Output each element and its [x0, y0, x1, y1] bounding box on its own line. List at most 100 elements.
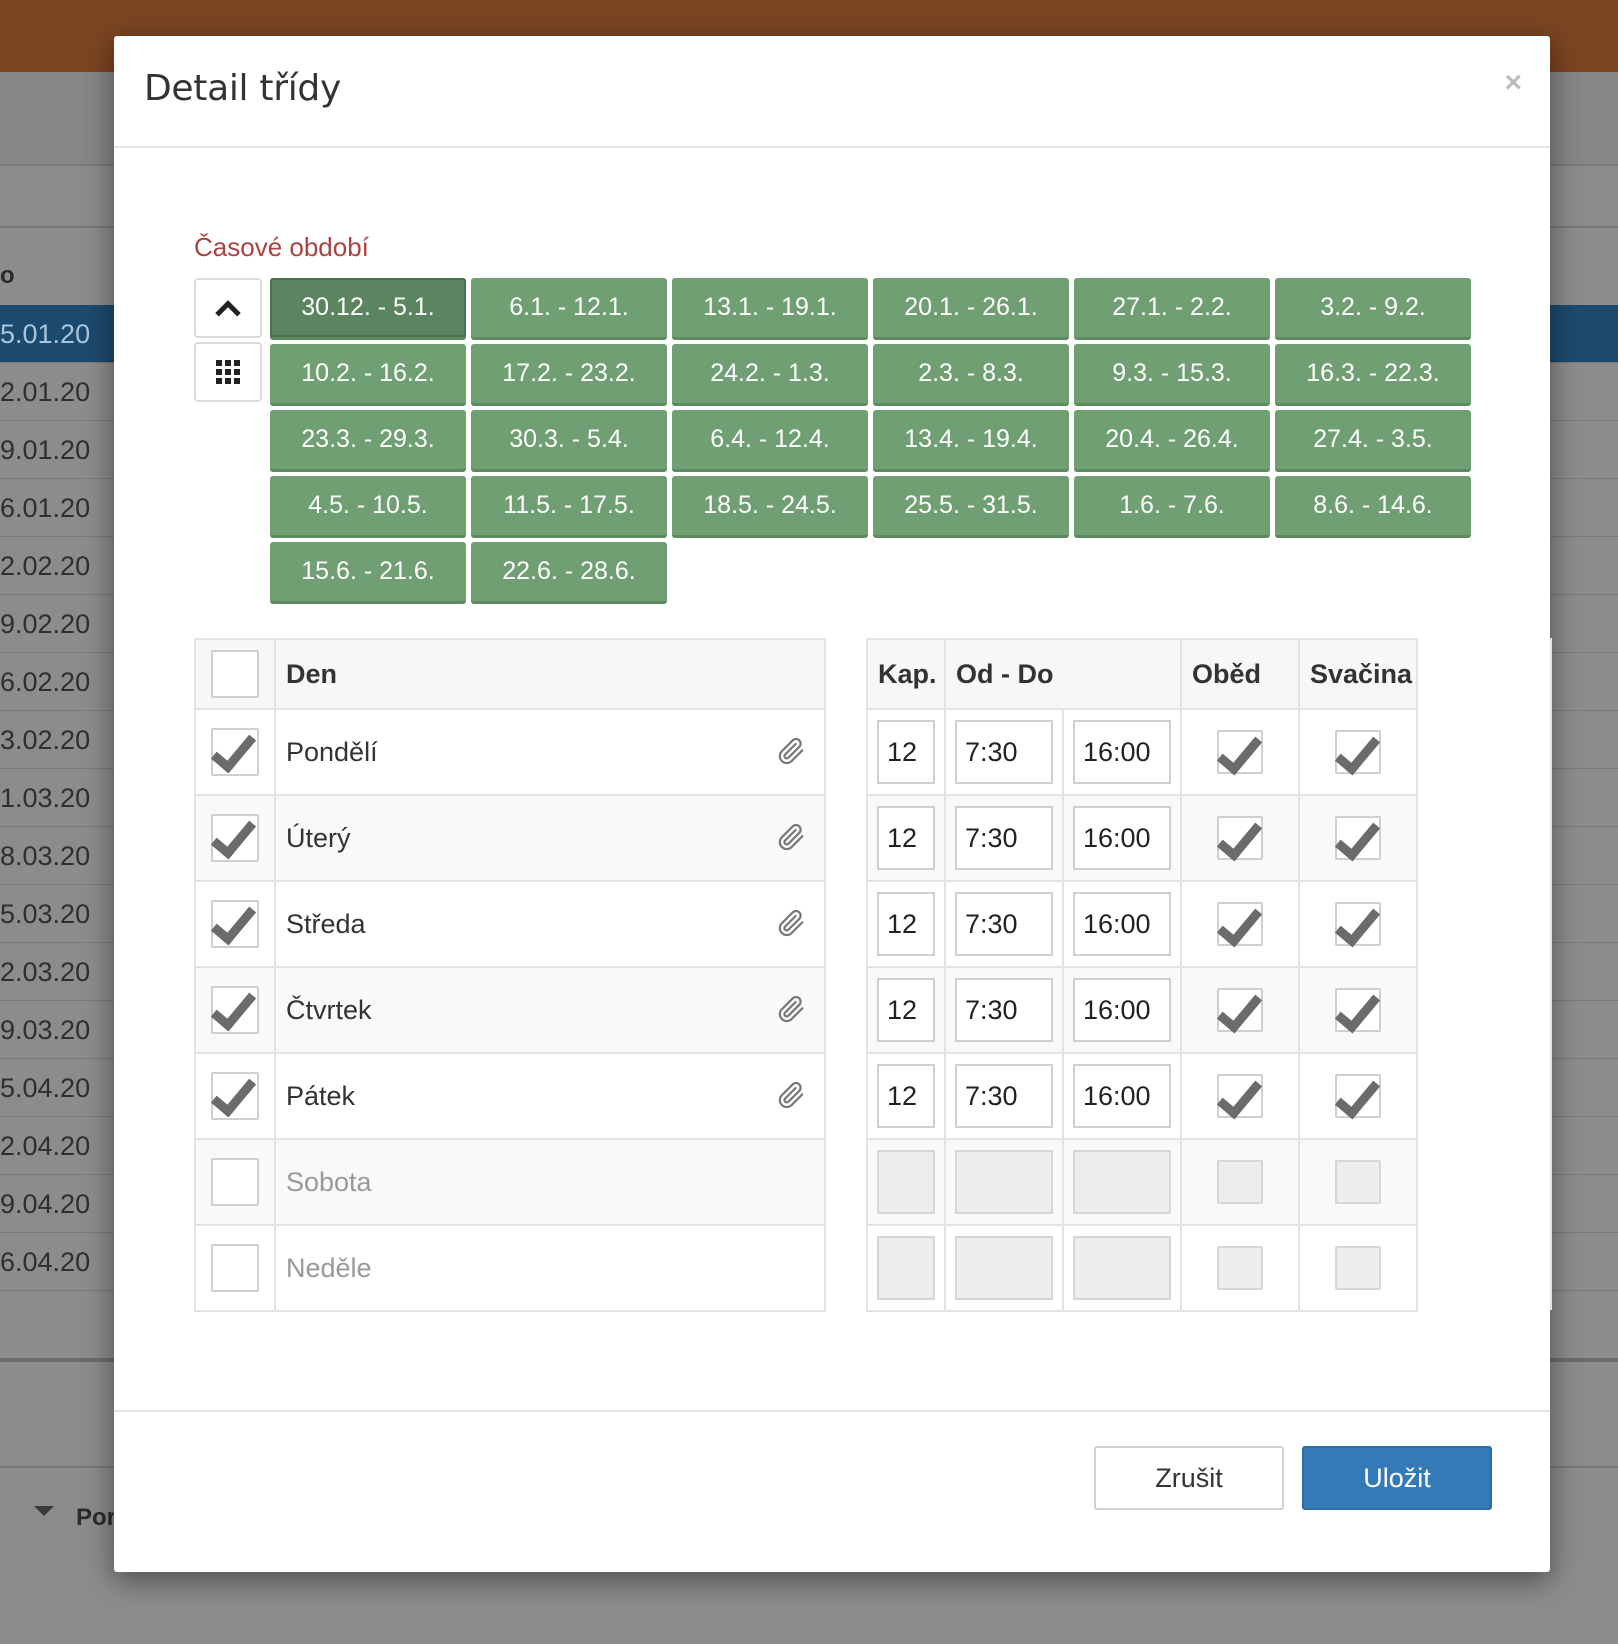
time-range-header: Od - Do: [944, 638, 1182, 710]
schedule-scroll-edge: [1550, 638, 1552, 1310]
day-checkbox[interactable]: [211, 728, 259, 776]
modal-header: Detail třídy ×: [114, 36, 1550, 148]
snack-checkbox[interactable]: [1335, 988, 1381, 1032]
week-selector: 30.12. - 5.1. 6.1. - 12.1. 13.1. - 19.1. 20…: [270, 278, 1472, 604]
capacity-header: Kap.: [866, 638, 946, 710]
lunch-checkbox[interactable]: [1217, 1160, 1263, 1204]
capacity-input[interactable]: 12: [877, 1064, 935, 1128]
day-row: Pondělí: [194, 708, 826, 796]
time-to-input[interactable]: 16:00: [1073, 806, 1171, 870]
cancel-button[interactable]: Zrušit: [1094, 1446, 1284, 1510]
week-button[interactable]: 18.5. - 24.5.: [672, 476, 868, 538]
day-name: Čtvrtek: [286, 994, 372, 1025]
week-button[interactable]: 6.4. - 12.4.: [672, 410, 868, 472]
day-checkbox[interactable]: [211, 1158, 259, 1206]
day-column-header: Den: [274, 638, 826, 710]
week-button[interactable]: 16.3. - 22.3.: [1275, 344, 1471, 406]
schedule-row: 12 7:30 16:00: [866, 880, 1418, 968]
week-button[interactable]: 27.4. - 3.5.: [1275, 410, 1471, 472]
day-row: Čtvrtek: [194, 966, 826, 1054]
paperclip-icon[interactable]: [776, 908, 806, 938]
snack-checkbox[interactable]: [1335, 816, 1381, 860]
paperclip-icon[interactable]: [776, 1080, 806, 1110]
week-button[interactable]: 6.1. - 12.1.: [471, 278, 667, 340]
day-row: Neděle: [194, 1224, 826, 1312]
snack-checkbox[interactable]: [1335, 1246, 1381, 1290]
day-name: Úterý: [286, 822, 351, 853]
time-from-input[interactable]: [955, 1150, 1053, 1214]
lunch-checkbox[interactable]: [1217, 1246, 1263, 1290]
select-all-days-checkbox[interactable]: [211, 650, 259, 698]
day-checkbox[interactable]: [211, 900, 259, 948]
time-to-input[interactable]: [1073, 1236, 1171, 1300]
save-button[interactable]: Uložit: [1302, 1446, 1492, 1510]
lunch-checkbox[interactable]: [1217, 902, 1263, 946]
week-button[interactable]: 11.5. - 17.5.: [471, 476, 667, 538]
week-button[interactable]: 8.6. - 14.6.: [1275, 476, 1471, 538]
time-to-input[interactable]: 16:00: [1073, 978, 1171, 1042]
week-button[interactable]: 1.6. - 7.6.: [1074, 476, 1270, 538]
close-icon[interactable]: ×: [1504, 66, 1522, 99]
paperclip-icon[interactable]: [776, 822, 806, 852]
week-button[interactable]: 17.2. - 23.2.: [471, 344, 667, 406]
time-from-input[interactable]: 7:30: [955, 720, 1053, 784]
time-to-input[interactable]: 16:00: [1073, 1064, 1171, 1128]
capacity-input[interactable]: 12: [877, 720, 935, 784]
day-checkbox[interactable]: [211, 1072, 259, 1120]
capacity-input[interactable]: 12: [877, 978, 935, 1042]
modal-title: Detail třídy: [144, 68, 341, 109]
lunch-checkbox[interactable]: [1217, 988, 1263, 1032]
time-from-input[interactable]: 7:30: [955, 806, 1053, 870]
collapse-weeks-button[interactable]: [194, 278, 262, 338]
week-button[interactable]: 22.6. - 28.6.: [471, 542, 667, 604]
week-button[interactable]: 2.3. - 8.3.: [873, 344, 1069, 406]
week-button[interactable]: 13.4. - 19.4.: [873, 410, 1069, 472]
snack-checkbox[interactable]: [1335, 730, 1381, 774]
paperclip-icon[interactable]: [776, 994, 806, 1024]
capacity-input[interactable]: 12: [877, 892, 935, 956]
week-button[interactable]: 3.2. - 9.2.: [1275, 278, 1471, 340]
show-all-weeks-button[interactable]: [194, 342, 262, 402]
time-from-input[interactable]: 7:30: [955, 1064, 1053, 1128]
days-table-header: Den: [194, 638, 826, 710]
week-button[interactable]: 27.1. - 2.2.: [1074, 278, 1270, 340]
days-table: Den Pondělí Úterý Středa Čtvrtek Pátek Sobota…: [194, 638, 826, 1312]
lunch-checkbox[interactable]: [1217, 1074, 1263, 1118]
time-from-input[interactable]: 7:30: [955, 978, 1053, 1042]
week-button[interactable]: 10.2. - 16.2.: [270, 344, 466, 406]
day-name: Pondělí: [286, 736, 378, 767]
chevron-up-icon: [215, 300, 241, 326]
lunch-checkbox[interactable]: [1217, 816, 1263, 860]
week-button[interactable]: 15.6. - 21.6.: [270, 542, 466, 604]
schedule-row: 12 7:30 16:00: [866, 708, 1418, 796]
snack-checkbox[interactable]: [1335, 1074, 1381, 1118]
time-to-input[interactable]: 16:00: [1073, 720, 1171, 784]
week-button[interactable]: 20.1. - 26.1.: [873, 278, 1069, 340]
day-checkbox[interactable]: [211, 814, 259, 862]
week-button[interactable]: 4.5. - 10.5.: [270, 476, 466, 538]
week-button[interactable]: 23.3. - 29.3.: [270, 410, 466, 472]
week-button[interactable]: 24.2. - 1.3.: [672, 344, 868, 406]
capacity-input[interactable]: [877, 1150, 935, 1214]
caret-down-icon[interactable]: [34, 1506, 54, 1516]
time-to-input[interactable]: [1073, 1150, 1171, 1214]
week-button[interactable]: 30.3. - 5.4.: [471, 410, 667, 472]
day-checkbox[interactable]: [211, 1244, 259, 1292]
week-button[interactable]: 9.3. - 15.3.: [1074, 344, 1270, 406]
week-button[interactable]: 30.12. - 5.1.: [270, 278, 466, 340]
capacity-input[interactable]: [877, 1236, 935, 1300]
week-button[interactable]: 25.5. - 31.5.: [873, 476, 1069, 538]
snack-checkbox[interactable]: [1335, 1160, 1381, 1204]
snack-checkbox[interactable]: [1335, 902, 1381, 946]
time-from-input[interactable]: 7:30: [955, 892, 1053, 956]
week-button[interactable]: 13.1. - 19.1.: [672, 278, 868, 340]
week-button[interactable]: 20.4. - 26.4.: [1074, 410, 1270, 472]
capacity-input[interactable]: 12: [877, 806, 935, 870]
time-to-input[interactable]: 16:00: [1073, 892, 1171, 956]
day-checkbox[interactable]: [211, 986, 259, 1034]
time-from-input[interactable]: [955, 1236, 1053, 1300]
grid-icon: [216, 360, 240, 384]
lunch-checkbox[interactable]: [1217, 730, 1263, 774]
day-row: Středa: [194, 880, 826, 968]
paperclip-icon[interactable]: [776, 736, 806, 766]
